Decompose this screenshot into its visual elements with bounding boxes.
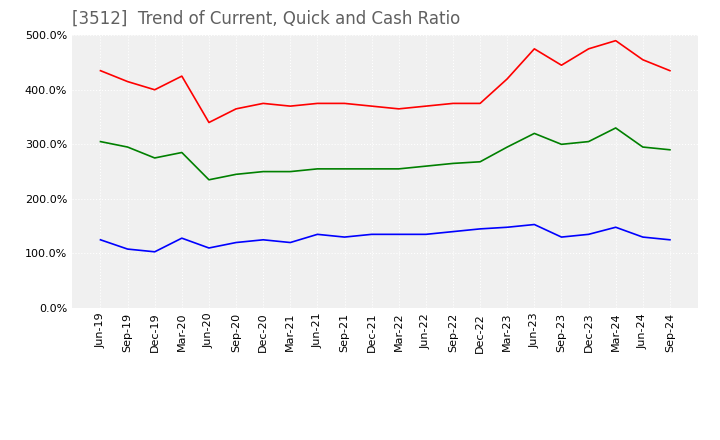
Current Ratio: [557, 62, 566, 68]
Current Ratio: [476, 101, 485, 106]
Current Ratio: [665, 68, 674, 73]
Quick Ratio: [476, 159, 485, 165]
Cash Ratio: [476, 226, 485, 231]
Quick Ratio: [421, 164, 430, 169]
Cash Ratio: [96, 237, 105, 242]
Quick Ratio: [286, 169, 294, 174]
Quick Ratio: [204, 177, 213, 183]
Cash Ratio: [449, 229, 457, 234]
Line: Quick Ratio: Quick Ratio: [101, 128, 670, 180]
Cash Ratio: [259, 237, 268, 242]
Current Ratio: [232, 106, 240, 111]
Quick Ratio: [449, 161, 457, 166]
Cash Ratio: [395, 232, 403, 237]
Current Ratio: [96, 68, 105, 73]
Quick Ratio: [530, 131, 539, 136]
Current Ratio: [150, 87, 159, 92]
Cash Ratio: [584, 232, 593, 237]
Cash Ratio: [611, 224, 620, 230]
Current Ratio: [313, 101, 322, 106]
Current Ratio: [503, 76, 511, 81]
Quick Ratio: [503, 144, 511, 150]
Current Ratio: [584, 46, 593, 51]
Current Ratio: [123, 79, 132, 84]
Quick Ratio: [611, 125, 620, 131]
Quick Ratio: [639, 144, 647, 150]
Current Ratio: [395, 106, 403, 111]
Current Ratio: [530, 46, 539, 51]
Quick Ratio: [557, 142, 566, 147]
Line: Cash Ratio: Cash Ratio: [101, 224, 670, 252]
Quick Ratio: [341, 166, 349, 172]
Cash Ratio: [341, 235, 349, 240]
Cash Ratio: [503, 224, 511, 230]
Current Ratio: [259, 101, 268, 106]
Current Ratio: [421, 103, 430, 109]
Current Ratio: [286, 103, 294, 109]
Cash Ratio: [665, 237, 674, 242]
Quick Ratio: [259, 169, 268, 174]
Text: [3512]  Trend of Current, Quick and Cash Ratio: [3512] Trend of Current, Quick and Cash …: [72, 10, 460, 28]
Cash Ratio: [232, 240, 240, 245]
Current Ratio: [341, 101, 349, 106]
Quick Ratio: [150, 155, 159, 161]
Quick Ratio: [232, 172, 240, 177]
Current Ratio: [449, 101, 457, 106]
Quick Ratio: [665, 147, 674, 152]
Quick Ratio: [178, 150, 186, 155]
Cash Ratio: [367, 232, 376, 237]
Cash Ratio: [286, 240, 294, 245]
Quick Ratio: [96, 139, 105, 144]
Quick Ratio: [123, 144, 132, 150]
Cash Ratio: [639, 235, 647, 240]
Cash Ratio: [421, 232, 430, 237]
Current Ratio: [367, 103, 376, 109]
Current Ratio: [639, 57, 647, 62]
Cash Ratio: [313, 232, 322, 237]
Quick Ratio: [584, 139, 593, 144]
Quick Ratio: [367, 166, 376, 172]
Cash Ratio: [178, 235, 186, 241]
Quick Ratio: [313, 166, 322, 172]
Quick Ratio: [395, 166, 403, 172]
Current Ratio: [178, 73, 186, 79]
Cash Ratio: [557, 235, 566, 240]
Cash Ratio: [530, 222, 539, 227]
Current Ratio: [204, 120, 213, 125]
Line: Current Ratio: Current Ratio: [101, 40, 670, 122]
Cash Ratio: [150, 249, 159, 254]
Current Ratio: [611, 38, 620, 43]
Cash Ratio: [123, 246, 132, 252]
Cash Ratio: [204, 246, 213, 251]
